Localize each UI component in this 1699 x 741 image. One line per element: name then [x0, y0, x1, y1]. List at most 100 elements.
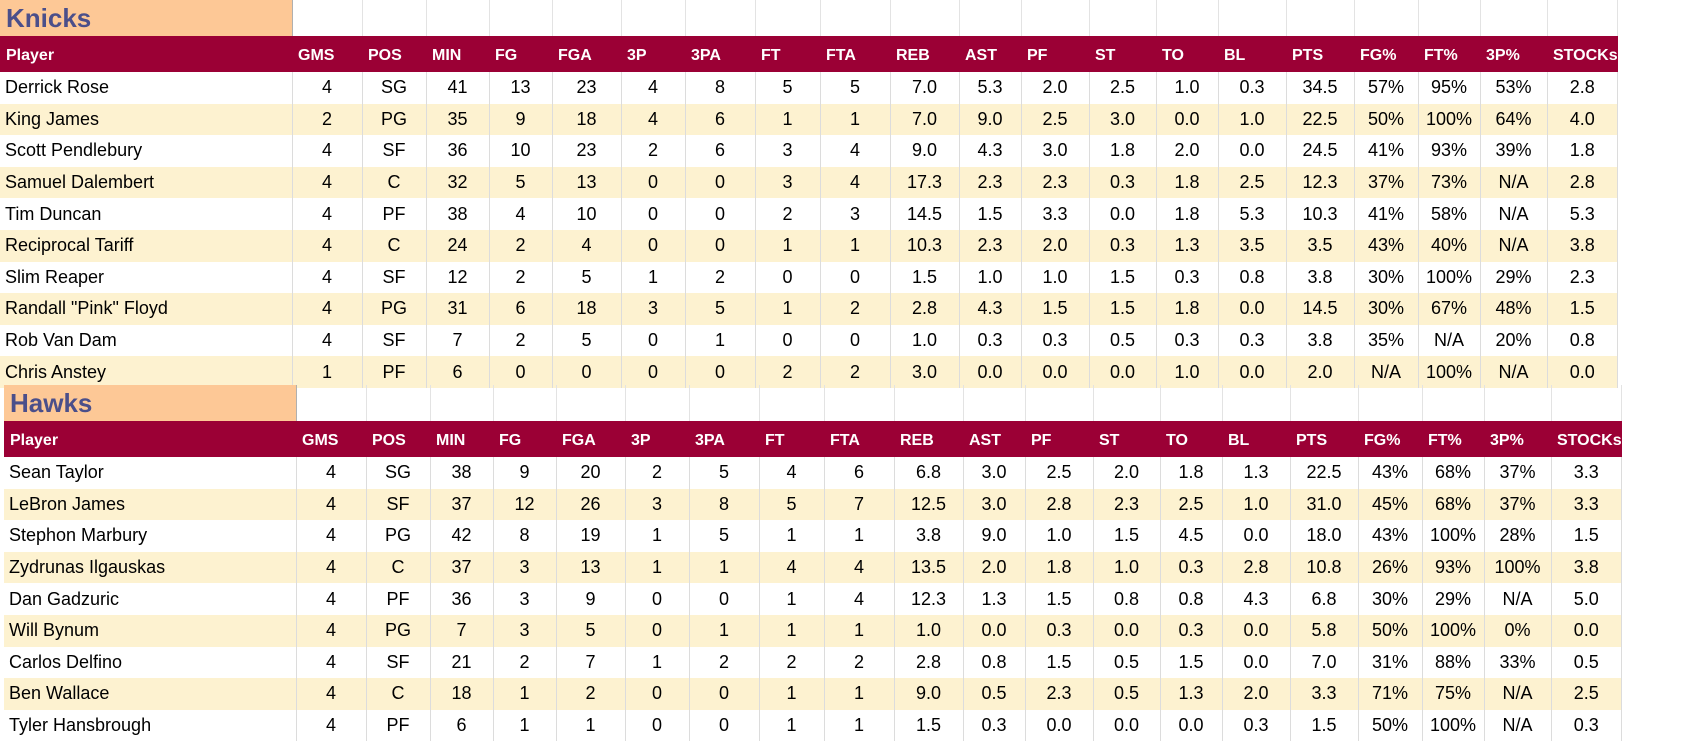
empty-cell[interactable]	[1160, 385, 1223, 423]
column-header-gms[interactable]: GMS	[292, 36, 362, 72]
player-row[interactable]: Stephon Marbury 4 PG 42 8 19 1 5 1 1 3.8 9.0 1.0 1.5 4…	[4, 520, 1623, 552]
stat-cell-st[interactable]: 0.3	[1089, 229, 1157, 262]
stat-cell-3pa[interactable]: 5	[685, 293, 756, 325]
stat-cell-fga[interactable]: 13	[556, 551, 626, 584]
column-header-pos[interactable]: POS	[362, 36, 426, 72]
stat-cell-pts[interactable]: 7.0	[1290, 646, 1359, 679]
stat-cell-to[interactable]: 1.0	[1156, 72, 1219, 104]
stat-cell-ft[interactable]: 95%	[1418, 72, 1481, 104]
stat-cell-pos[interactable]: PG	[366, 520, 431, 552]
stat-cell-st[interactable]: 2.0	[1093, 457, 1161, 489]
stat-cell-pos[interactable]: SF	[366, 488, 431, 521]
column-header-ast[interactable]: AST	[963, 421, 1025, 457]
player-row[interactable]: Chris Anstey 1 PF 6 0 0 0 0 2 2 3.0 0.0 0.0 0.0 1.0 0.0…	[0, 356, 1619, 388]
player-row[interactable]: Randall "Pink" Floyd 4 PG 31 6 18 3 5 1 2 2.8 4.3 1.…	[0, 293, 1619, 325]
player-row[interactable]: Dan Gadzuric 4 PF 36 3 9 0 0 1 4 12.3 1.3 1.5 0.8 0.8 4…	[4, 583, 1623, 615]
stat-cell-3pa[interactable]: 0	[685, 198, 756, 230]
stat-cell-ft[interactable]: 40%	[1418, 229, 1481, 262]
stat-cell-fga[interactable]: 20	[556, 457, 626, 489]
stat-cell-fga[interactable]: 2	[556, 678, 626, 710]
empty-cell[interactable]	[1547, 0, 1619, 38]
stat-cell-3p[interactable]: 2	[625, 457, 690, 489]
stat-cell-pts[interactable]: 2.0	[1286, 356, 1355, 388]
empty-cell[interactable]	[1290, 385, 1359, 423]
stat-cell-stocks[interactable]: 3.8	[1551, 551, 1623, 584]
stat-cell-gms[interactable]: 4	[292, 166, 363, 199]
column-header-ast[interactable]: AST	[959, 36, 1021, 72]
stat-cell-pos[interactable]: C	[362, 229, 427, 262]
empty-cell[interactable]	[1025, 385, 1094, 423]
stat-cell-fga[interactable]: 5	[552, 324, 622, 357]
stat-cell-fg[interactable]: 9	[493, 457, 557, 489]
stat-cell-fta[interactable]: 2	[820, 356, 891, 388]
stat-cell-fta[interactable]: 4	[820, 135, 891, 167]
stat-cell-stocks[interactable]: 3.3	[1551, 488, 1623, 521]
stat-cell-fta[interactable]: 7	[824, 488, 895, 521]
player-row[interactable]: Rob Van Dam 4 SF 7 2 5 0 1 0 0 1.0 0.3 0.3 0.5 0.3 0.3 3…	[0, 324, 1619, 357]
player-name-cell[interactable]: Scott Pendlebury	[0, 135, 293, 167]
player-name-cell[interactable]: King James	[0, 103, 293, 136]
stat-cell-stocks[interactable]: 2.8	[1547, 166, 1619, 199]
column-header-bl[interactable]: BL	[1218, 36, 1286, 72]
stat-cell-reb[interactable]: 2.8	[894, 646, 964, 679]
team-title-cell[interactable]: Knicks	[0, 0, 293, 38]
stat-cell-3p[interactable]: 0	[625, 709, 690, 741]
player-row[interactable]: Carlos Delfino 4 SF 21 2 7 1 2 2 2 2.8 0.8 1.5 0.5 1.5…	[4, 646, 1623, 679]
stat-cell-ft[interactable]: 1	[759, 520, 825, 552]
stat-cell-fg[interactable]: 12	[493, 488, 557, 521]
stat-cell-ast[interactable]: 0.3	[959, 324, 1022, 357]
stat-cell-3p[interactable]: 0	[625, 678, 690, 710]
column-header-3p[interactable]: 3P	[621, 36, 685, 72]
empty-cell[interactable]	[296, 385, 367, 423]
stat-cell-pos[interactable]: SF	[366, 646, 431, 679]
stat-cell-gms[interactable]: 1	[292, 356, 363, 388]
stat-cell-fga[interactable]: 1	[556, 709, 626, 741]
stat-cell-3p[interactable]: 1	[625, 520, 690, 552]
stat-cell-ast[interactable]: 4.3	[959, 135, 1022, 167]
stat-cell-bl[interactable]: 1.0	[1222, 488, 1291, 521]
stat-cell-ast[interactable]: 9.0	[959, 103, 1022, 136]
stat-cell-pts[interactable]: 22.5	[1290, 457, 1359, 489]
empty-cell[interactable]	[362, 0, 427, 38]
empty-cell[interactable]	[552, 0, 622, 38]
stat-cell-ft[interactable]: 73%	[1418, 166, 1481, 199]
stat-cell-to[interactable]: 2.0	[1156, 135, 1219, 167]
stat-cell-st[interactable]: 0.0	[1089, 198, 1157, 230]
stat-cell-ft[interactable]: 1	[759, 614, 825, 647]
stat-cell-3pa[interactable]: 0	[689, 709, 760, 741]
player-row[interactable]: Tim Duncan 4 PF 38 4 10 0 0 2 3 14.5 1.5 3.3 0.0 1.8 5.…	[0, 198, 1619, 230]
stat-cell-min[interactable]: 38	[426, 198, 490, 230]
player-name-cell[interactable]: Tyler Hansbrough	[4, 709, 297, 741]
empty-cell[interactable]	[1218, 0, 1287, 38]
empty-cell[interactable]	[824, 385, 895, 423]
stat-cell-stocks[interactable]: 1.5	[1547, 293, 1619, 325]
stat-cell-pf[interactable]: 2.5	[1021, 103, 1090, 136]
stat-cell-3p[interactable]: N/A	[1480, 166, 1548, 199]
stat-cell-pts[interactable]: 5.8	[1290, 614, 1359, 647]
stat-cell-3p[interactable]: 37%	[1484, 457, 1552, 489]
stat-cell-stocks[interactable]: 0.3	[1551, 709, 1623, 741]
stat-cell-stocks[interactable]: 1.5	[1551, 520, 1623, 552]
empty-cell[interactable]	[959, 0, 1022, 38]
stat-cell-3pa[interactable]: 0	[685, 356, 756, 388]
player-row[interactable]: Ben Wallace 4 C 18 1 2 0 0 1 1 9.0 0.5 2.3 0.5 1.3 2.0 3…	[4, 678, 1623, 710]
empty-cell[interactable]	[1354, 0, 1419, 38]
stat-cell-fg[interactable]: 9	[489, 103, 553, 136]
stat-cell-to[interactable]: 2.5	[1160, 488, 1223, 521]
stat-cell-min[interactable]: 6	[426, 356, 490, 388]
stat-cell-min[interactable]: 35	[426, 103, 490, 136]
column-header-fta[interactable]: FTA	[824, 421, 894, 457]
stat-cell-3p[interactable]: 0%	[1484, 614, 1552, 647]
stat-cell-3p[interactable]: 33%	[1484, 646, 1552, 679]
stat-cell-fta[interactable]: 4	[824, 583, 895, 615]
player-name-cell[interactable]: Derrick Rose	[0, 72, 293, 104]
player-row[interactable]: LeBron James 4 SF 37 12 26 3 8 5 7 12.5 3.0 2.8 2.3 2.…	[4, 488, 1623, 521]
stat-cell-st[interactable]: 0.5	[1093, 678, 1161, 710]
stat-cell-fg[interactable]: 5	[489, 166, 553, 199]
player-row[interactable]: Reciprocal Tariff 4 C 24 2 4 0 0 1 1 10.3 2.3 2.0 0.3…	[0, 229, 1619, 262]
stat-cell-pts[interactable]: 3.5	[1286, 229, 1355, 262]
empty-cell[interactable]	[1480, 0, 1548, 38]
stat-cell-min[interactable]: 18	[430, 678, 494, 710]
column-header-stocks[interactable]: STOCKs	[1547, 36, 1618, 72]
stat-cell-bl[interactable]: 2.5	[1218, 166, 1287, 199]
